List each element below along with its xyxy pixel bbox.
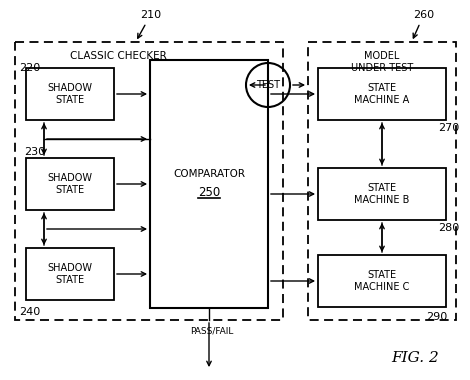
FancyBboxPatch shape: [318, 168, 446, 220]
Text: 270: 270: [438, 123, 459, 133]
FancyBboxPatch shape: [26, 158, 114, 210]
Text: 290: 290: [426, 312, 447, 322]
FancyBboxPatch shape: [15, 42, 283, 320]
Text: SHADOW
STATE: SHADOW STATE: [47, 83, 93, 105]
Text: STATE
MACHINE A: STATE MACHINE A: [354, 83, 410, 105]
Text: 230: 230: [24, 147, 45, 157]
Text: FIG. 2: FIG. 2: [391, 351, 439, 365]
FancyBboxPatch shape: [26, 68, 114, 120]
Text: COMPARATOR: COMPARATOR: [173, 169, 245, 179]
Text: SHADOW
STATE: SHADOW STATE: [47, 263, 93, 285]
FancyBboxPatch shape: [150, 60, 268, 308]
Text: CLASSIC CHECKER: CLASSIC CHECKER: [70, 51, 167, 61]
FancyBboxPatch shape: [308, 42, 456, 320]
Text: SHADOW
STATE: SHADOW STATE: [47, 173, 93, 195]
Text: STATE
MACHINE B: STATE MACHINE B: [354, 183, 410, 205]
Text: 280: 280: [438, 223, 459, 233]
Text: PASS/FAIL: PASS/FAIL: [190, 326, 234, 335]
Text: 210: 210: [138, 10, 161, 38]
FancyBboxPatch shape: [318, 68, 446, 120]
Text: MODEL
UNDER TEST: MODEL UNDER TEST: [351, 51, 413, 73]
Text: 260: 260: [413, 10, 434, 38]
Text: STATE
MACHINE C: STATE MACHINE C: [354, 270, 410, 292]
Text: TEST: TEST: [256, 80, 280, 90]
FancyBboxPatch shape: [318, 255, 446, 307]
Text: 220: 220: [19, 63, 40, 73]
Text: 240: 240: [19, 307, 40, 317]
Text: 250: 250: [198, 185, 220, 198]
FancyBboxPatch shape: [26, 248, 114, 300]
